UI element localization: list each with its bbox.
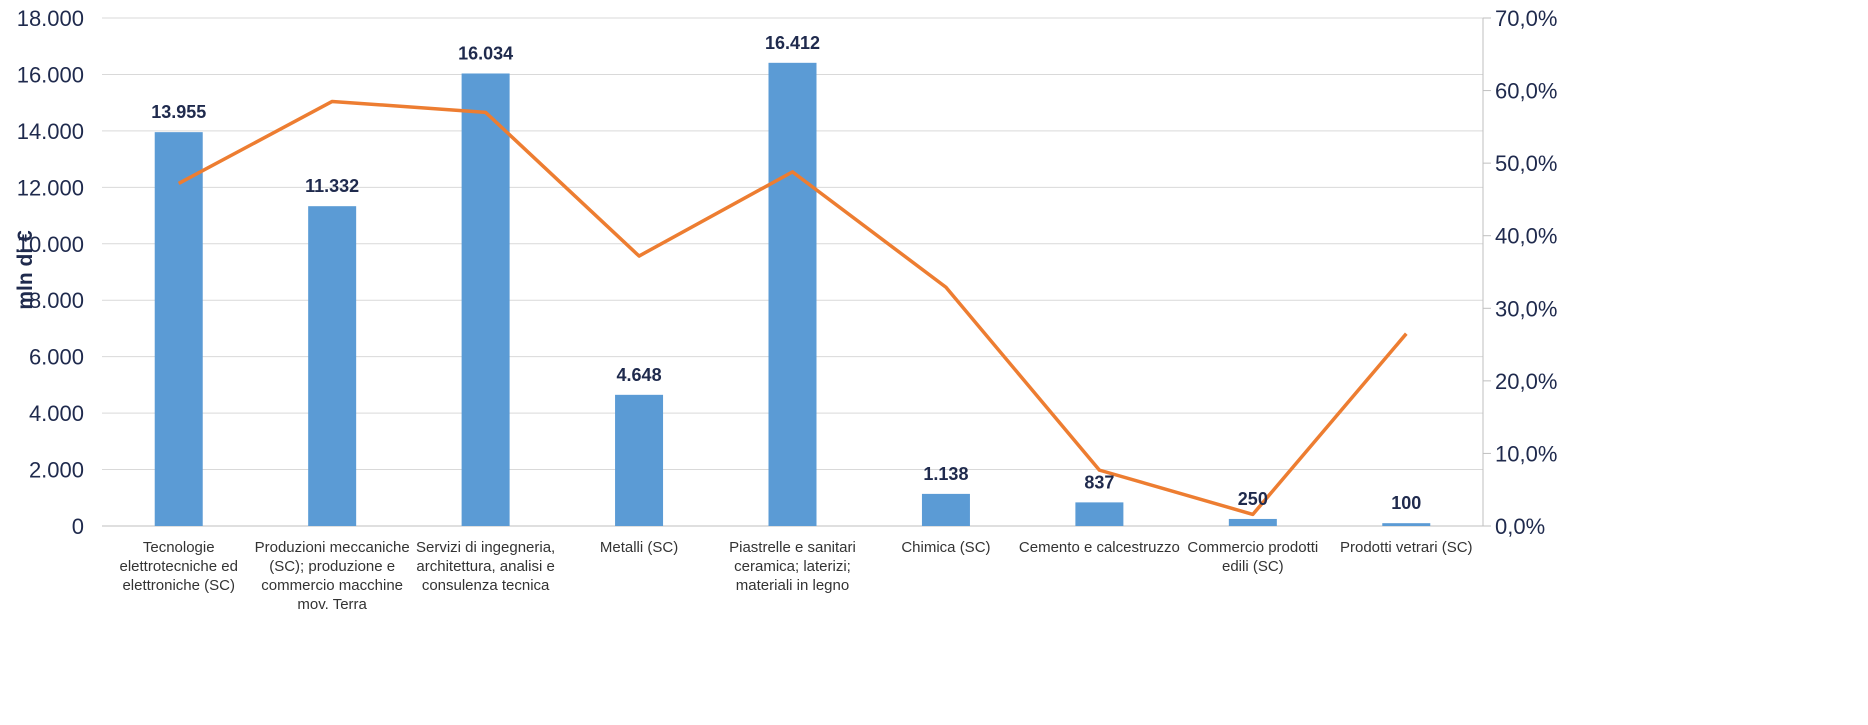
line-series bbox=[177, 99, 1408, 517]
bar bbox=[1075, 502, 1124, 526]
bar-value-label: 1.138 bbox=[923, 464, 968, 484]
bar-value-label: 13.955 bbox=[151, 102, 206, 122]
bar bbox=[615, 394, 664, 526]
y-tick-label: 4.000 bbox=[29, 401, 84, 426]
data-labels: 13.955 11.332 16.034 4.648 16.412 1.138 837 250… bbox=[151, 33, 1421, 513]
category-label: Prodotti vetrari (SC) bbox=[1340, 539, 1473, 556]
y2-tick-label: 20,0% bbox=[1495, 369, 1557, 394]
y-tick-label: 10.000 bbox=[17, 232, 84, 257]
category-label: Piastrelle e sanitari ceramica; laterizi;… bbox=[729, 539, 856, 594]
category-label: Chimica (SC) bbox=[901, 539, 990, 556]
bar-value-label: 100 bbox=[1391, 493, 1421, 513]
y-axis-title: mln di € bbox=[14, 230, 37, 310]
y2-tick-label: 30,0% bbox=[1495, 296, 1557, 321]
y2-tick-label: 70,0% bbox=[1495, 6, 1557, 31]
bar bbox=[1382, 523, 1431, 526]
y-tick-label: 18.000 bbox=[17, 6, 84, 31]
category-label: Tecnologie elettrotecniche ed elettroniche… bbox=[120, 539, 238, 594]
bar-value-label: 16.034 bbox=[458, 43, 513, 63]
category-labels: Tecnologie elettrotecniche ed elettroniche… bbox=[120, 539, 1473, 613]
bar bbox=[308, 206, 357, 526]
y-tick-label: 6.000 bbox=[29, 345, 84, 370]
bar bbox=[768, 62, 817, 526]
bar-value-label: 16.412 bbox=[765, 33, 820, 53]
bar-series bbox=[154, 62, 1431, 527]
right-axis-ticks: 0,0% 10,0% 20,0% 30,0% 40,0% 50,0% 60,0% 70,0% bbox=[1482, 6, 1557, 539]
bar-value-label: 837 bbox=[1084, 472, 1114, 492]
category-label: Servizi di ingegneria, architettura, anal… bbox=[416, 539, 555, 594]
bar bbox=[921, 493, 970, 526]
bar-value-label: 11.332 bbox=[305, 176, 359, 196]
category-label: Metalli (SC) bbox=[600, 539, 678, 556]
y-tick-label: 2.000 bbox=[29, 458, 84, 483]
y2-tick-label: 40,0% bbox=[1495, 224, 1557, 249]
bar bbox=[1228, 518, 1277, 526]
bar bbox=[154, 132, 203, 527]
y-tick-label: 0 bbox=[72, 514, 84, 539]
bar-value-label: 4.648 bbox=[617, 365, 662, 385]
y-tick-label: 8.000 bbox=[29, 288, 84, 313]
bar-value-label: 250 bbox=[1238, 489, 1268, 509]
category-label: Cemento e calcestruzzo bbox=[1019, 539, 1180, 556]
y2-tick-label: 0,0% bbox=[1495, 514, 1545, 539]
left-axis-ticks: 0 2.000 4.000 6.000 8.000 10.000 12.000 14.000 1… bbox=[17, 6, 84, 539]
y2-tick-label: 60,0% bbox=[1495, 79, 1557, 104]
y2-tick-label: 50,0% bbox=[1495, 151, 1557, 176]
bar bbox=[461, 73, 510, 526]
y-tick-label: 12.000 bbox=[17, 175, 84, 200]
y2-tick-label: 10,0% bbox=[1495, 441, 1557, 466]
y-tick-label: 16.000 bbox=[17, 62, 84, 87]
y-tick-label: 14.000 bbox=[17, 119, 84, 144]
category-label: Commercio prodotti edili (SC) bbox=[1187, 539, 1318, 575]
